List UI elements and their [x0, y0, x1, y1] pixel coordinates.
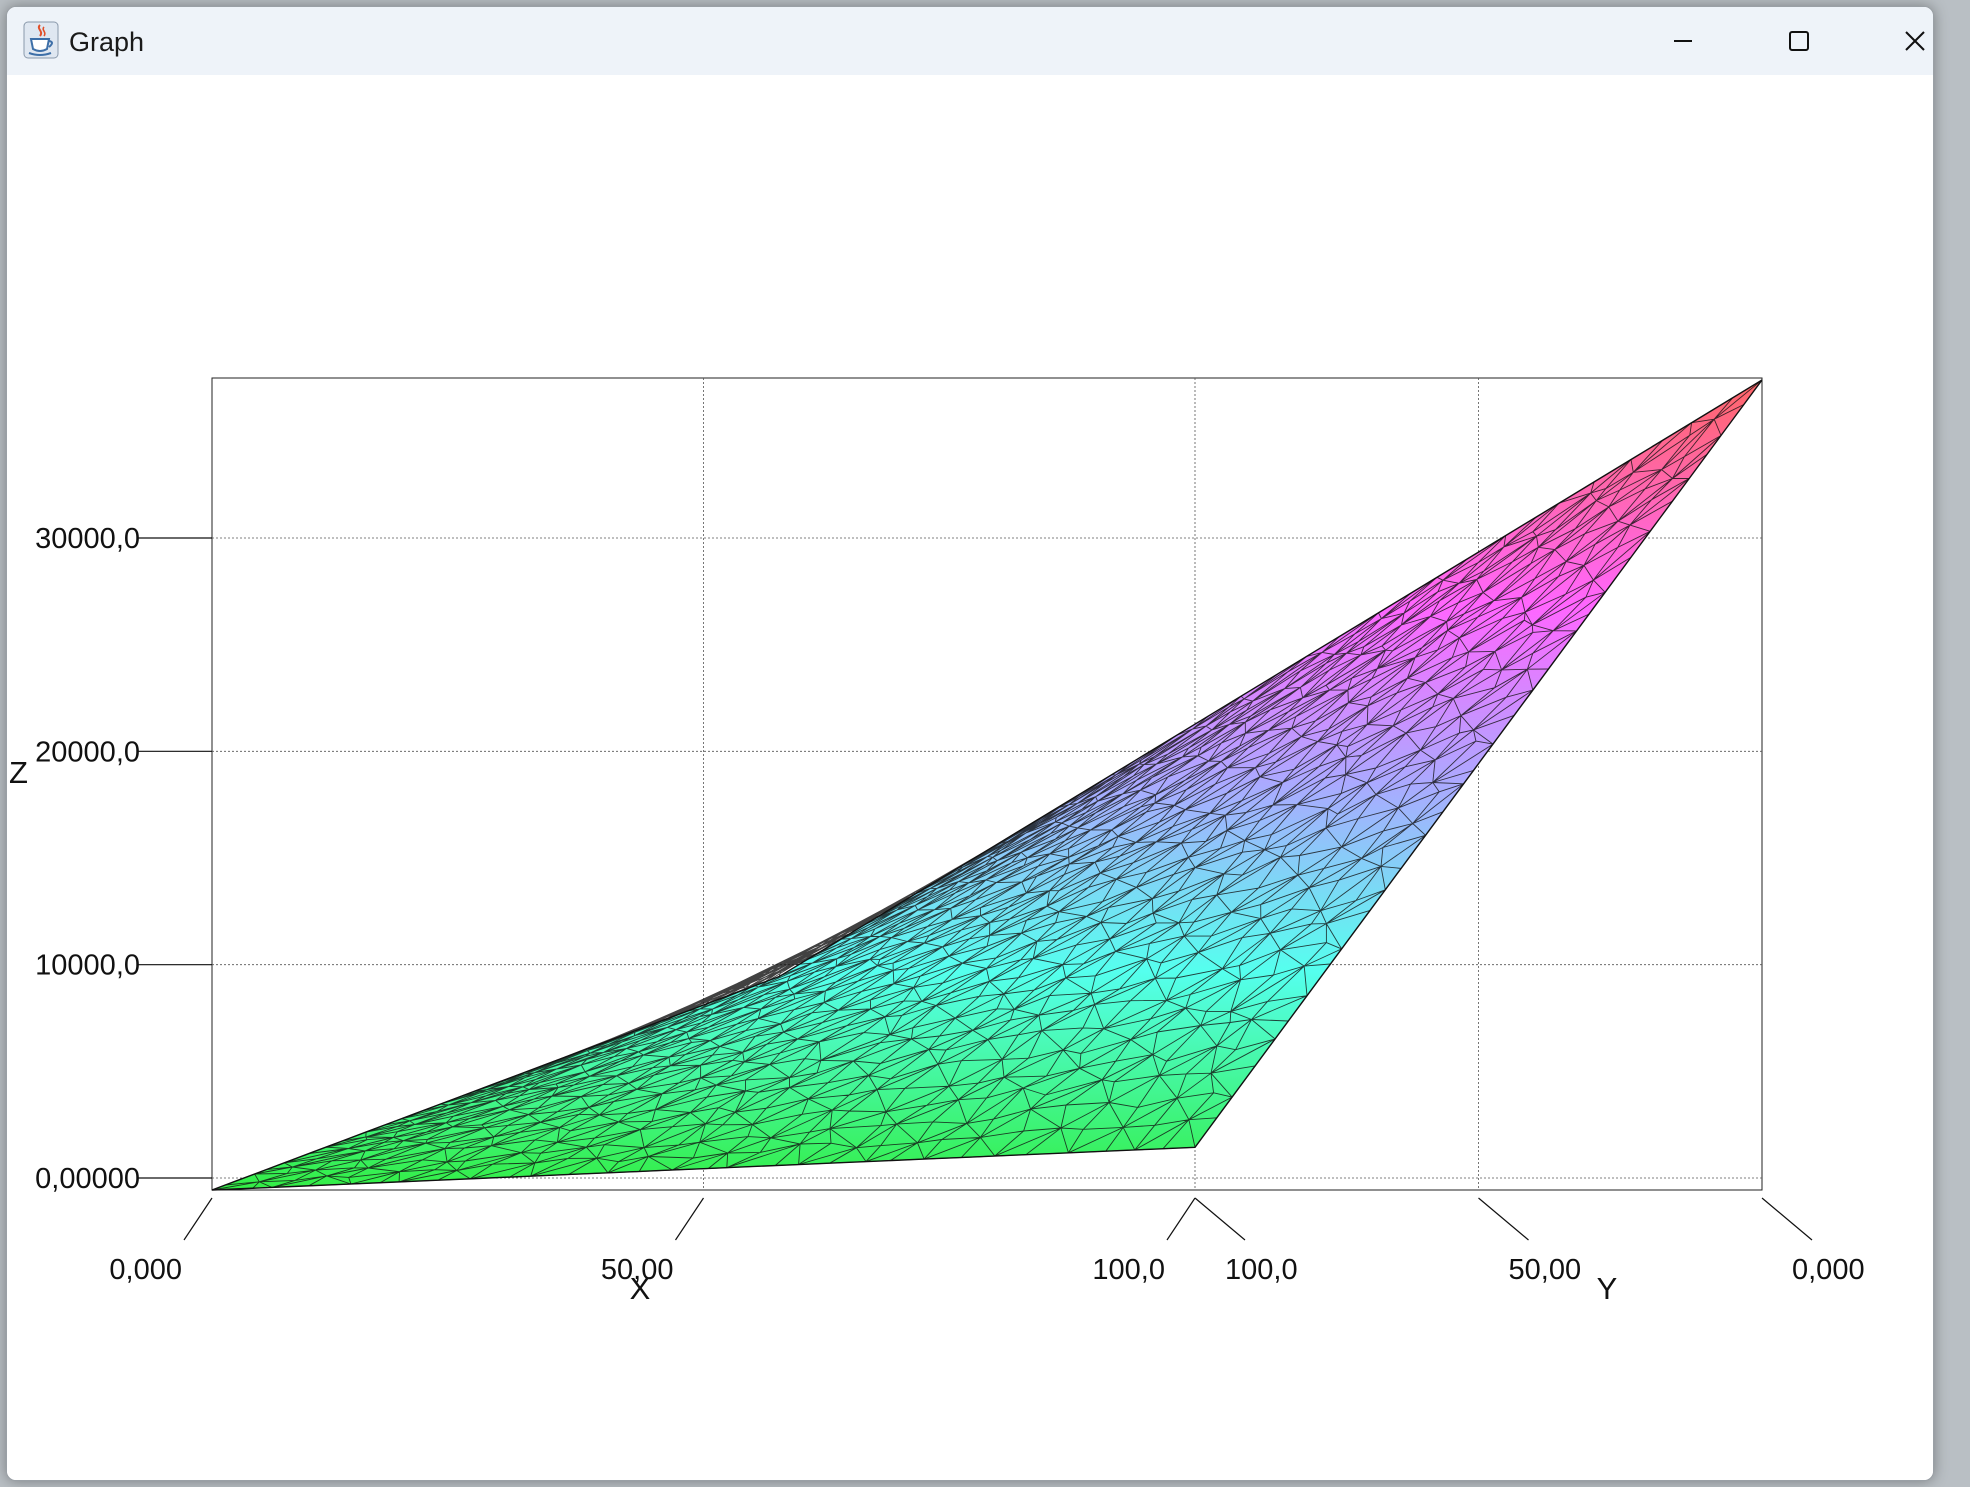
x-tick-mark — [1166, 1197, 1196, 1241]
y-axis-title: Y — [1597, 1271, 1618, 1306]
close-icon — [1905, 31, 1925, 51]
z-axis-title: Z — [9, 755, 28, 790]
z-tick-label: 30000,0 — [35, 523, 140, 555]
plot-frame — [211, 377, 1763, 1191]
z-tick-label: 20000,0 — [35, 736, 140, 768]
minimize-button[interactable] — [1627, 7, 1739, 75]
graph-canvas[interactable]: 0,00000 10000,0 20000,0 30000,0 Z 0,000 50,00 1… — [7, 75, 1933, 1480]
x-tick-label: 50,00 — [601, 1254, 674, 1286]
y-tick-label: 50,00 — [1509, 1254, 1582, 1286]
y-tick-mark — [1194, 1197, 1246, 1241]
java-cup-icon — [23, 21, 59, 59]
window-title: Graph — [69, 27, 145, 57]
y-tick-label: 100,0 — [1225, 1254, 1298, 1286]
x-tick-mark — [183, 1197, 213, 1241]
x-tick-label: 0,000 — [109, 1254, 182, 1286]
y-tick-mark — [1761, 1197, 1813, 1241]
x-tick-label: 100,0 — [1092, 1254, 1165, 1286]
maximize-button[interactable] — [1743, 7, 1855, 75]
surface-chart[interactable]: 0,00000 10000,0 20000,0 30000,0 Z 0,000 50,00 1… — [7, 75, 1933, 1480]
x-tick-mark — [675, 1197, 704, 1241]
y-tick-label: 0,000 — [1792, 1254, 1865, 1286]
graph-window: Graph — [6, 6, 1934, 1481]
z-tick-label: 0,00000 — [35, 1163, 140, 1195]
z-tick-label: 10000,0 — [35, 950, 140, 982]
surface-wireframe — [211, 379, 1763, 1191]
maximize-icon — [1789, 31, 1809, 51]
y-tick-mark — [1478, 1197, 1529, 1241]
close-button[interactable] — [1859, 7, 1933, 75]
x-axis-title: X — [630, 1271, 651, 1306]
minimize-icon — [1674, 40, 1692, 42]
surface-mesh — [211, 379, 1763, 1191]
axes: 0,00000 10000,0 20000,0 30000,0 Z 0,000 50,00 1… — [9, 523, 1865, 1306]
surface-fill — [211, 379, 1763, 1191]
title-bar[interactable]: Graph — [7, 7, 1933, 75]
